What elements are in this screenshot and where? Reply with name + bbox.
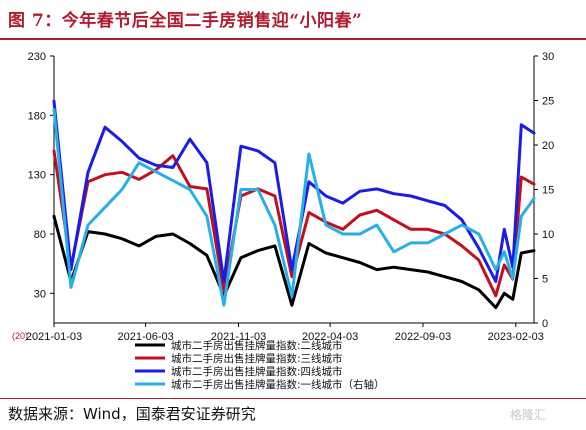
x-tick-label: 2022-09-03 [395,331,451,343]
left-tick-label: 80 [34,229,46,241]
left-tick-label: 30 [34,288,46,300]
series-line [52,107,536,307]
x-tick-label: 2021-11-03 [211,331,266,343]
x-tick-label: 2023-02-03 [488,331,544,343]
chart-title: 图 7：今年春节后全国二手房销售迎“小阳春” [8,11,363,31]
right-tick-label: 15 [542,185,554,197]
legend-label: 城市二手房出售挂牌量指数:二线城市 [171,339,343,352]
right-tick-label: 10 [542,229,554,241]
left-tick-label: 180 [28,110,46,122]
series-line [52,99,536,283]
title-bar: 图 7：今年春节后全国二手房销售迎“小阳春” [0,0,586,40]
right-tick-label: 30 [542,51,554,63]
legend-label: 城市二手房出售挂牌量指数:四线城市 [171,365,343,378]
right-tick-label: 0 [542,318,548,330]
legend: 城市二手房出售挂牌量指数:二线城市城市二手房出售挂牌量指数:三线城市城市二手房出… [135,339,385,391]
watermark-logo: 格隆汇 [510,408,547,422]
axes: 30 80 130 180 230 0 5 10 15 20 25 30 2021-01-03 2021-… [12,51,554,343]
left-tick-label: 230 [28,51,46,63]
chart: 30 80 130 180 230 0 5 10 15 20 25 30 2021-01-03 2021-… [12,51,554,391]
legend-label: 城市二手房出售挂牌量指数:三线城市 [171,352,343,365]
series-line [52,214,536,310]
right-tick-label: 20 [542,140,554,152]
right-tick-label: 25 [542,96,554,108]
left-tick-label: 130 [28,170,46,182]
source-note: 数据来源：Wind，国泰君安证券研究 [8,405,256,423]
x-tick-label: 2021-06-03 [117,331,173,343]
right-tick-label: 5 [542,274,548,286]
series-layer [52,99,536,310]
x-tick-label: 2022-04-03 [302,331,358,343]
source-divider [0,398,586,399]
x-tick-label: 2021-01-03 [26,331,82,343]
legend-label: 城市二手房出售挂牌量指数:一线城市（右轴） [171,378,385,391]
series-line [52,149,536,298]
extra-axis-label: (20) [12,331,28,341]
